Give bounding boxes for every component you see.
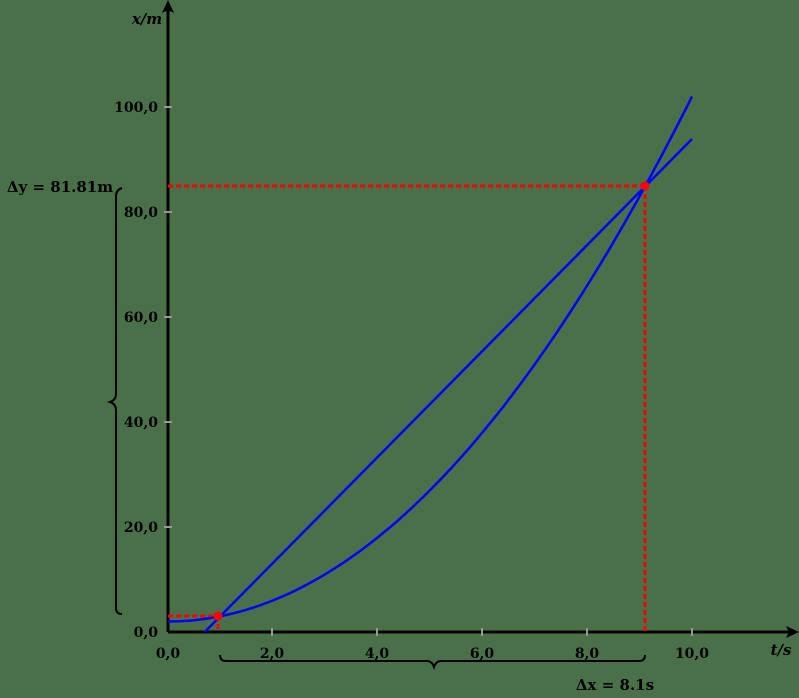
x-tick-label: 2,0 [260, 646, 285, 662]
delta-y-label: Δy = 81.81m [7, 178, 113, 196]
y-ticks [164, 106, 172, 528]
parabola-curve [167, 95, 694, 623]
x-tick-label: 6,0 [470, 646, 495, 662]
x-ticks [271, 628, 693, 636]
point-end [640, 181, 650, 191]
point-start [213, 611, 223, 621]
y-tick-label: 0,0 [134, 625, 159, 641]
x-tick-label: 0,0 [156, 646, 181, 662]
delta-x-label: Δx = 8.1s [576, 676, 654, 694]
y-tick-label: 60,0 [124, 310, 158, 326]
y-tick-label: 100,0 [114, 100, 158, 116]
delta-y-brace [106, 187, 123, 615]
x-axis-arrow-icon [786, 626, 799, 638]
x-tick-label: 4,0 [365, 646, 390, 662]
delta-x-brace [219, 654, 646, 671]
y-axis-label: x/m [131, 10, 162, 28]
guide-lines [168, 184, 647, 632]
y-tick-label: 80,0 [124, 205, 158, 221]
secant-line [203, 138, 693, 633]
y-tick-label: 40,0 [124, 415, 158, 431]
x-axis-label: t/s [771, 641, 792, 659]
x-tick-label: 8,0 [575, 646, 600, 662]
y-tick-label: 20,0 [124, 520, 158, 536]
x-tick-label: 10,0 [675, 646, 709, 662]
y-axis-arrow-icon [162, 0, 174, 13]
